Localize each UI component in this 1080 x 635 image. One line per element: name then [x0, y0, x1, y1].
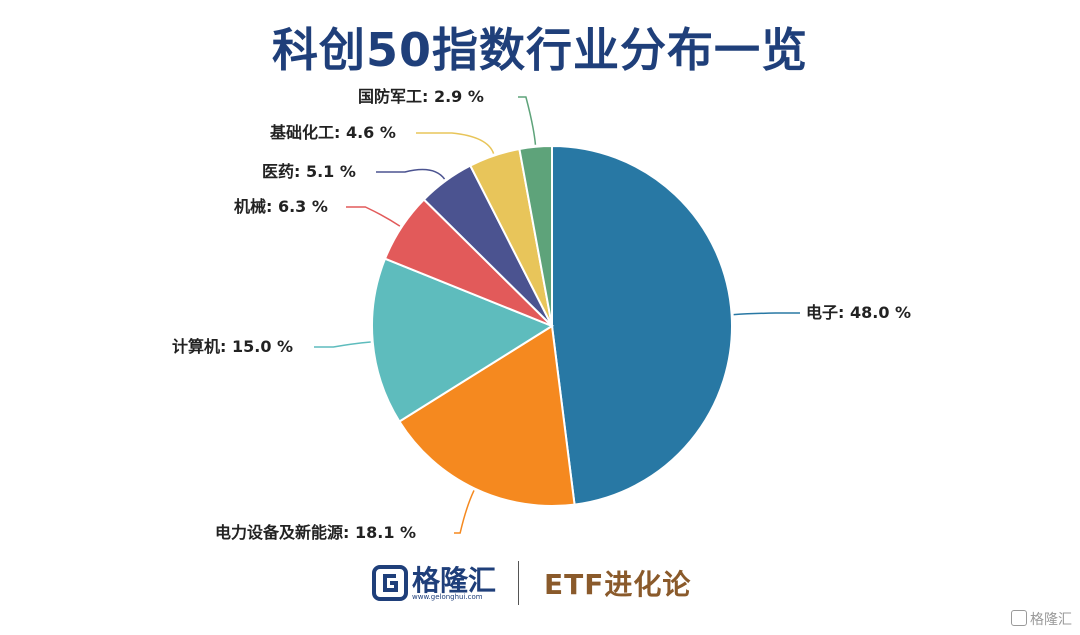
slice-label-4: 机械: 6.3 %: [234, 197, 328, 216]
leader-line-7: [518, 96, 537, 145]
gelonghui-logo-icon: [372, 565, 408, 601]
leader-line-2: [454, 490, 475, 534]
pie-slice-3: [371, 257, 555, 423]
footer-divider: [518, 561, 519, 605]
watermark-text: 格隆汇: [1030, 612, 1072, 628]
etf-brand: ETF进化论: [544, 568, 692, 601]
slice-label-5: 医药: 5.1 %: [262, 162, 356, 181]
slice-label-7: 国防军工: 2.9 %: [358, 87, 484, 106]
pie-slice-7: [518, 144, 553, 327]
brand-name: 格隆汇: [412, 564, 497, 597]
leader-line-4: [346, 206, 401, 227]
slice-label-6: 基础化工: 4.6 %: [269, 123, 396, 142]
leader-line-5: [376, 168, 446, 180]
leader-line-6: [416, 132, 495, 154]
brand-url: www.gelonghui.com: [412, 593, 483, 601]
footer: 格隆汇 www.gelonghui.com ETF进化论: [0, 555, 1080, 610]
watermark: 格隆汇: [1011, 609, 1072, 629]
chart-title: 科创50指数行业分布一览: [271, 23, 808, 77]
watermark-logo-icon: [1011, 610, 1027, 626]
pie-slice-1: [551, 144, 733, 506]
slice-label-3: 计算机: 15.0 %: [172, 337, 293, 356]
pie-slice-2: [398, 324, 576, 507]
slice-label-2: 电力设备及新能源: 18.1 %: [215, 523, 416, 542]
slice-label-1: 电子: 48.0 %: [806, 303, 911, 322]
leader-line-1: [733, 312, 800, 316]
leader-line-3: [314, 341, 371, 348]
